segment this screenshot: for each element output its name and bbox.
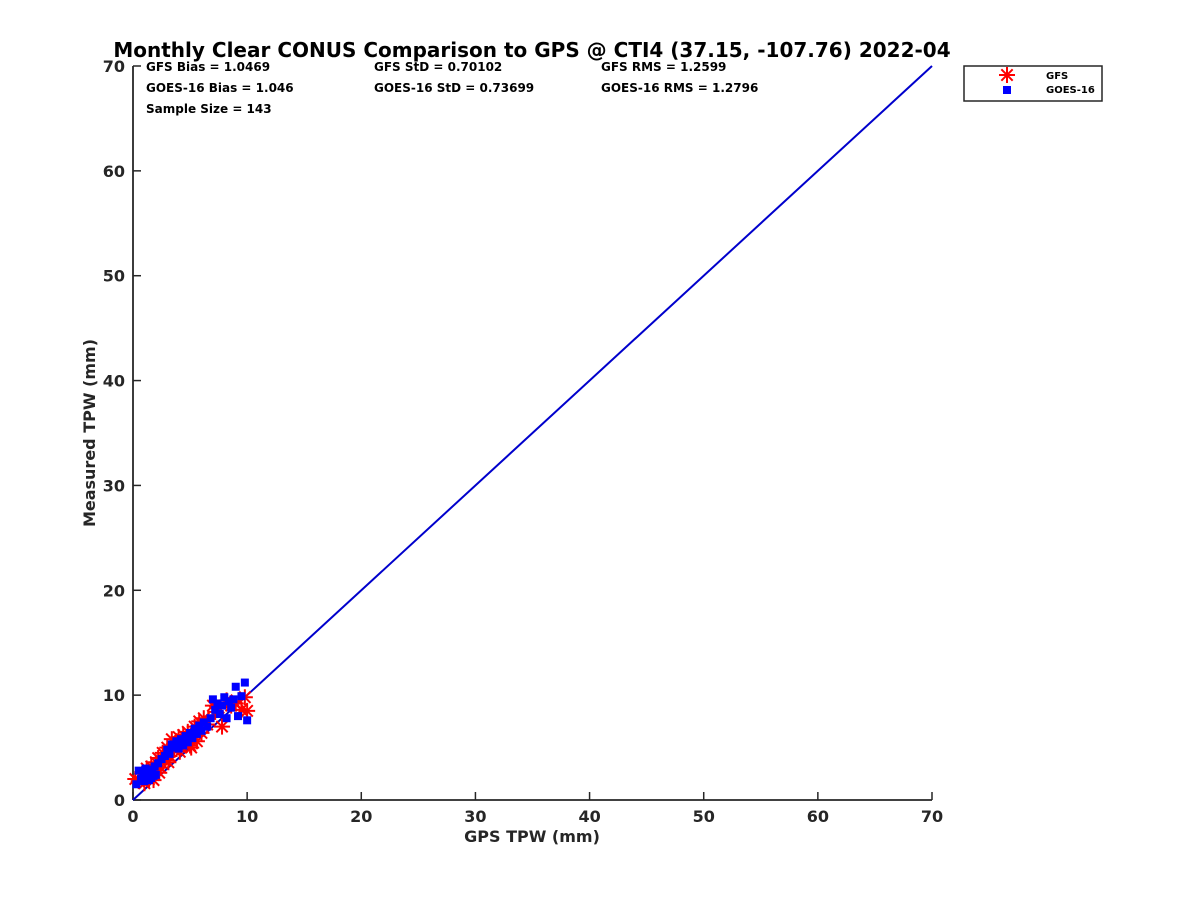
goes-point bbox=[199, 718, 208, 727]
stats-block: GFS Bias = 1.0469 GOES-16 Bias = 1.046 S… bbox=[146, 60, 758, 116]
gfs-rms-stat: GFS RMS = 1.2599 bbox=[601, 60, 726, 74]
goes-point bbox=[208, 695, 217, 704]
goes-point bbox=[190, 724, 199, 733]
goes-rms-stat: GOES-16 RMS = 1.2796 bbox=[601, 81, 758, 95]
goes-point bbox=[227, 703, 236, 712]
goes-point bbox=[220, 693, 229, 702]
y-tick-label: 60 bbox=[103, 162, 125, 181]
gfs-std-stat: GFS StD = 0.70102 bbox=[374, 60, 502, 74]
x-tick-label: 70 bbox=[921, 807, 943, 826]
axes: 0 10 20 30 40 50 60 70 0 10 20 30 40 50 60 70 bbox=[103, 57, 943, 826]
goes-point bbox=[143, 769, 152, 778]
x-tick-label: 40 bbox=[578, 807, 600, 826]
goes-point bbox=[240, 678, 249, 687]
x-tick-label: 0 bbox=[127, 807, 138, 826]
y-tick-label: 50 bbox=[103, 267, 125, 286]
goes-point bbox=[154, 759, 163, 768]
goes-points-layer bbox=[132, 678, 252, 789]
goes-point bbox=[218, 701, 227, 710]
legend: GFS GOES-16 bbox=[963, 65, 1103, 102]
goes-point bbox=[243, 716, 252, 725]
goes-point bbox=[192, 729, 201, 738]
one-to-one-line bbox=[132, 65, 933, 801]
goes-point bbox=[231, 682, 240, 691]
gfs-point bbox=[239, 702, 256, 719]
x-tick-label: 50 bbox=[693, 807, 715, 826]
goes-point bbox=[139, 768, 148, 777]
goes-point bbox=[213, 699, 222, 708]
x-tick-label: 60 bbox=[807, 807, 829, 826]
y-tick-label: 0 bbox=[114, 791, 125, 810]
goes-point bbox=[222, 714, 231, 723]
goes-point bbox=[179, 741, 188, 750]
goes-bias-stat: GOES-16 Bias = 1.046 bbox=[146, 81, 294, 95]
legend-goes-label: GOES-16 bbox=[1046, 85, 1095, 96]
reference-line-layer bbox=[132, 65, 933, 801]
goes-point bbox=[186, 728, 195, 737]
goes-point bbox=[132, 780, 141, 789]
goes-point bbox=[170, 743, 179, 752]
goes-std-stat: GOES-16 StD = 0.73699 bbox=[374, 81, 534, 95]
goes-point bbox=[174, 744, 183, 753]
gfs-bias-stat: GFS Bias = 1.0469 bbox=[146, 60, 270, 74]
goes-point bbox=[195, 721, 204, 730]
goes-point bbox=[203, 722, 212, 731]
x-axis-label: GPS TPW (mm) bbox=[464, 827, 600, 846]
legend-gfs-label: GFS bbox=[1046, 71, 1068, 82]
chart-title: Monthly Clear CONUS Comparison to GPS @ … bbox=[113, 38, 950, 62]
y-tick-label: 10 bbox=[103, 686, 125, 705]
x-tick-label: 30 bbox=[464, 807, 486, 826]
goes-point bbox=[197, 726, 206, 735]
x-tick-label: 10 bbox=[236, 807, 258, 826]
legend-gfs-asterisk bbox=[999, 67, 1015, 83]
goes-point bbox=[224, 697, 233, 706]
goes-point bbox=[151, 770, 160, 779]
y-tick-label: 20 bbox=[103, 581, 125, 600]
goes-point bbox=[215, 710, 224, 719]
y-axis-label: Measured TPW (mm) bbox=[80, 339, 99, 527]
y-tick-label: 40 bbox=[103, 372, 125, 391]
goes-point bbox=[188, 734, 197, 743]
goes-point bbox=[206, 714, 215, 723]
goes-point bbox=[234, 712, 243, 721]
goes-point bbox=[163, 745, 172, 754]
y-tick-label: 70 bbox=[103, 57, 125, 76]
y-tick-label: 30 bbox=[103, 476, 125, 495]
legend-goes-marker bbox=[1003, 86, 1011, 94]
legend-gfs-marker bbox=[999, 67, 1015, 83]
goes-point bbox=[237, 692, 246, 701]
goes-point bbox=[211, 705, 220, 714]
gfs-point bbox=[214, 718, 231, 735]
goes-point bbox=[183, 738, 192, 747]
goes-point bbox=[140, 777, 149, 786]
goes-point bbox=[229, 695, 238, 704]
goes-point bbox=[165, 749, 174, 758]
goes-point bbox=[160, 751, 169, 760]
x-tick-label: 20 bbox=[350, 807, 372, 826]
goes-point bbox=[176, 735, 185, 744]
goes-point bbox=[141, 764, 150, 773]
sample-size-stat: Sample Size = 143 bbox=[146, 102, 272, 116]
goes-point bbox=[134, 766, 143, 775]
legend-box bbox=[963, 65, 1103, 102]
goes-point bbox=[172, 737, 181, 746]
goes-point bbox=[181, 732, 190, 741]
